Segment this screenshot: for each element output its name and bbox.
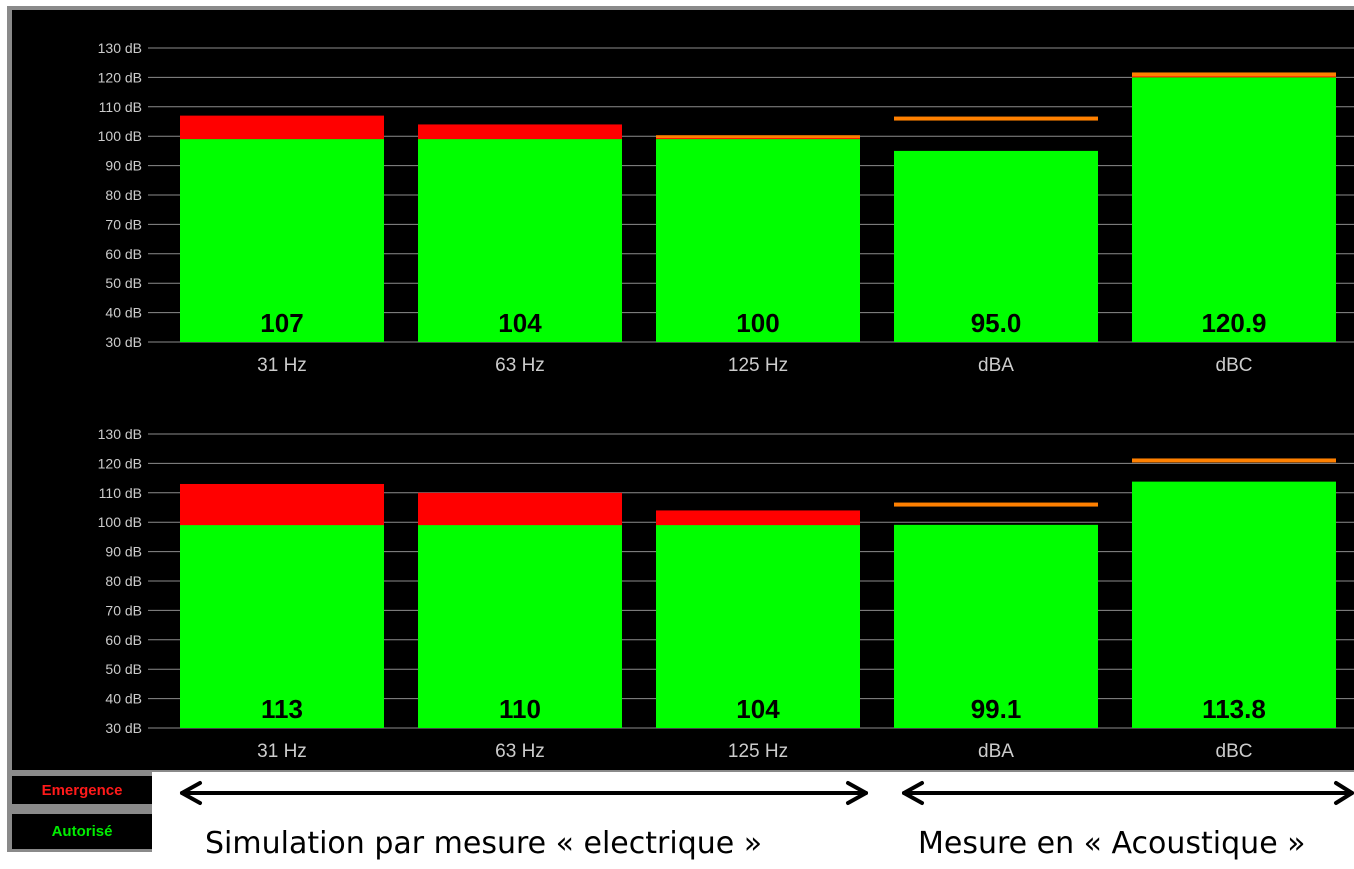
x-tick-label: 31 Hz [257, 741, 307, 762]
value-label: 107 [260, 308, 303, 338]
y-tick-label: 130 dB [98, 426, 142, 442]
y-tick-label: 60 dB [105, 246, 142, 262]
y-tick-label: 60 dB [105, 632, 142, 648]
y-tick-label: 70 dB [105, 602, 142, 618]
bar-autorise [894, 150, 1098, 342]
x-tick-label: dBA [978, 741, 1014, 762]
right-range-arrow [902, 781, 1354, 805]
value-label: 113 [261, 694, 303, 724]
value-label: 100 [736, 308, 779, 338]
y-tick-label: 100 dB [98, 514, 142, 530]
y-tick-label: 80 dB [105, 187, 142, 203]
y-tick-label: 30 dB [105, 334, 142, 350]
bar-autorise [418, 525, 622, 728]
value-label: 104 [736, 694, 780, 724]
limit-line [894, 502, 1098, 507]
y-tick-label: 50 dB [105, 275, 142, 291]
limit-line [1132, 458, 1336, 463]
bar-charts: 30 dB 40 dB 50 dB 60 dB 70 dB 80 dB 90 dB 100 d… [98, 40, 1354, 762]
value-label: 104 [498, 308, 542, 338]
bar-autorise [1132, 481, 1336, 728]
value-label: 113.8 [1202, 694, 1266, 724]
y-tick-label: 120 dB [98, 69, 142, 85]
limit-line [894, 116, 1098, 121]
y-tick-label: 30 dB [105, 720, 142, 736]
x-tick-label: 125 Hz [728, 355, 788, 376]
range-arrows [180, 781, 1354, 805]
caption-acoustique: Mesure en « Acoustique » [918, 826, 1306, 861]
bar-autorise [894, 524, 1098, 728]
x-tick-label: 63 Hz [495, 741, 545, 762]
bar-autorise [180, 139, 384, 342]
legend-emergence: Emergence [12, 776, 152, 804]
limit-line [1132, 72, 1336, 77]
bar-autorise [180, 525, 384, 728]
caption-electrique: Simulation par mesure « electrique » [205, 826, 763, 861]
bar-autorise [656, 139, 860, 342]
legend-autorise: Autorisé [12, 814, 152, 849]
y-tick-label: 110 dB [99, 485, 142, 501]
y-tick-label: 70 dB [105, 216, 142, 232]
value-label: 110 [499, 694, 541, 724]
y-tick-label: 80 dB [105, 573, 142, 589]
value-label: 95.0 [971, 308, 1022, 338]
y-tick-label: 40 dB [105, 305, 142, 321]
y-tick-label: 50 dB [105, 661, 142, 677]
x-tick-label: dBA [978, 355, 1014, 376]
x-tick-label: dBC [1216, 741, 1253, 762]
arrow-row [152, 772, 1354, 814]
chart-panel: 30 dB 40 dB 50 dB 60 dB 70 dB 80 dB 90 dB 100 d… [12, 10, 1354, 770]
y-tick-label: 90 dB [105, 544, 142, 560]
bar-autorise [656, 525, 860, 728]
y-tick-label: 110 dB [99, 99, 142, 115]
y-tick-label: 40 dB [105, 691, 142, 707]
value-label: 120.9 [1201, 308, 1266, 338]
x-tick-label: dBC [1216, 355, 1253, 376]
caption-strip [152, 814, 1354, 869]
x-tick-label: 125 Hz [728, 741, 788, 762]
value-label: 99.1 [971, 694, 1022, 724]
bar-autorise [1132, 77, 1336, 343]
y-tick-label: 120 dB [98, 455, 142, 471]
y-tick-label: 130 dB [98, 40, 142, 56]
y-tick-label: 90 dB [105, 158, 142, 174]
x-tick-label: 63 Hz [495, 355, 545, 376]
bar-autorise [418, 139, 622, 342]
limit-line [656, 135, 860, 139]
left-range-arrow [180, 781, 868, 805]
x-tick-label: 31 Hz [257, 355, 307, 376]
y-tick-label: 100 dB [98, 128, 142, 144]
